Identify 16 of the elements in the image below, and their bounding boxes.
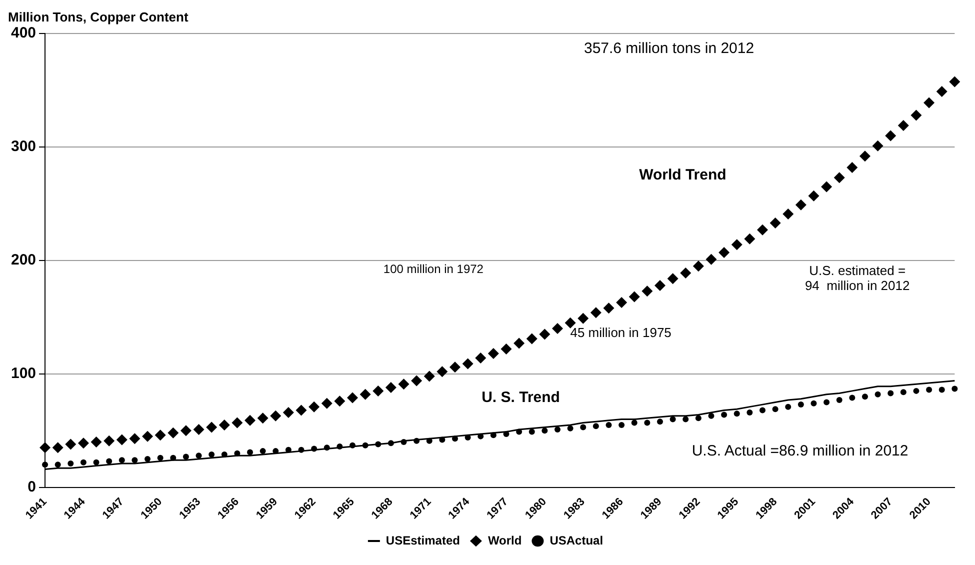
- y-tick-label: 0: [28, 478, 36, 496]
- y-tick-label: 100: [10, 365, 36, 382]
- y-tick-label: 400: [10, 24, 36, 42]
- y-tick-label: 300: [10, 138, 36, 156]
- legend-label: USActual: [550, 533, 604, 548]
- annotation: 45 million in 1975: [570, 325, 672, 340]
- y-tick-label: 200: [10, 252, 36, 269]
- annotation: 100 million in 1972: [383, 262, 484, 276]
- legend-label: USEstimated: [386, 533, 460, 548]
- annotation: U. S. Trend: [482, 389, 560, 406]
- annotation: World Trend: [639, 166, 726, 184]
- annotation: U.S. Actual =86.9 million in 2012: [692, 442, 908, 460]
- legend-label: World: [488, 533, 522, 548]
- annotation: U.S. estimated = 94 million in 2012: [804, 263, 910, 294]
- y-axis-title: Million Tons, Copper Content: [8, 9, 189, 24]
- annotation: 357.6 million tons in 2012: [584, 40, 754, 58]
